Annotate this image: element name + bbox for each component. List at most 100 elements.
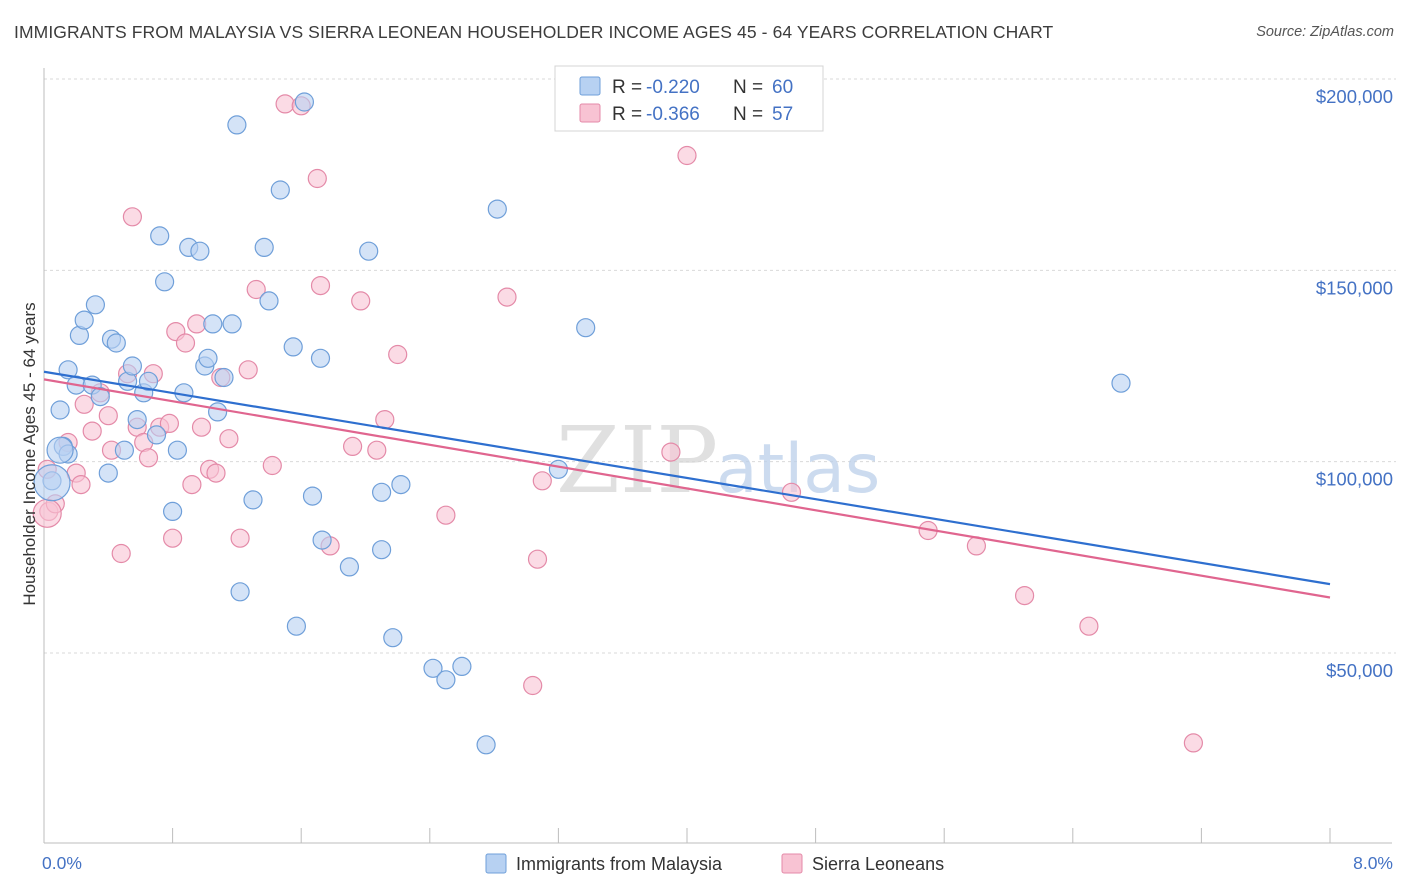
malaysia-point-7 <box>74 310 94 330</box>
sierra-point-42 <box>388 344 408 365</box>
sierra-point-4 <box>71 475 91 495</box>
y-axis-label: Householder Income Ages 45 - 64 years <box>20 302 39 605</box>
malaysia-point-49 <box>372 482 392 502</box>
sierra-point-35 <box>307 168 327 189</box>
sierra-point-36 <box>310 276 331 296</box>
malaysia-cluster-point-2 <box>46 436 74 464</box>
sierra-point-46 <box>527 549 548 569</box>
sierra-point-40 <box>367 440 387 460</box>
y-tick-label-2: $150,000 <box>1316 277 1393 298</box>
sierra-point-12 <box>122 207 142 227</box>
malaysia-trend-line <box>43 370 1331 586</box>
sierra-point-28 <box>219 429 239 449</box>
sierra-point-10 <box>111 543 131 564</box>
malaysia-point-44 <box>310 348 331 368</box>
watermark: ZIP atlas <box>556 407 880 514</box>
y-tick-labels: $50,000 $100,000 $150,000 $200,000 <box>1316 86 1393 681</box>
legend-r-value-1: -0.220 <box>646 77 700 98</box>
sierra-point-55 <box>1183 733 1204 753</box>
sierra-point-30 <box>238 360 258 380</box>
sierra-point-54 <box>1079 616 1099 636</box>
malaysia-point-45 <box>312 530 332 550</box>
legend: R = -0.220 N = 60 R = -0.366 N = 57 <box>554 65 824 132</box>
malaysia-point-59 <box>1111 373 1131 393</box>
legend-r-label-1: R = <box>612 77 642 98</box>
malaysia-point-1 <box>50 400 70 420</box>
sierra-point-21 <box>175 333 196 353</box>
malaysia-point-23 <box>163 501 183 521</box>
malaysia-point-51 <box>391 475 411 495</box>
malaysia-point-10 <box>90 387 110 407</box>
malaysia-point-34 <box>227 115 247 135</box>
malaysia-point-46 <box>339 557 359 577</box>
malaysia-point-31 <box>208 402 228 422</box>
sierra-point-50 <box>781 482 802 502</box>
malaysia-point-13 <box>106 333 126 353</box>
malaysia-point-19 <box>138 371 159 391</box>
series-immigrants-from-malaysia <box>33 92 1131 755</box>
x-tick-label-right: 8.0% <box>1353 853 1393 873</box>
sierra-point-45 <box>523 675 543 696</box>
malaysia-point-27 <box>190 241 210 261</box>
malaysia-point-11 <box>98 463 118 483</box>
legend-n-label-1: N = <box>733 77 763 98</box>
malaysia-point-58 <box>576 318 596 338</box>
malaysia-point-47 <box>359 241 379 261</box>
bottom-legend-label-sierra: Sierra Leoneans <box>812 854 944 874</box>
sierra-point-19 <box>163 528 183 548</box>
sierra-point-24 <box>191 417 212 437</box>
malaysia-point-53 <box>436 670 456 690</box>
malaysia-point-21 <box>150 226 170 246</box>
legend-r-label-2: R = <box>612 104 642 125</box>
bottom-legend: Immigrants from Malaysia Sierra Leoneans <box>485 853 944 874</box>
bottom-legend-swatch-sierra <box>781 853 803 874</box>
sierra-point-33 <box>275 94 295 114</box>
sierra-point-53 <box>1014 585 1035 606</box>
sierra-point-31 <box>246 279 266 300</box>
sierra-point-38 <box>343 436 363 456</box>
y-tick-label-0: $50,000 <box>1326 660 1393 681</box>
legend-n-value-2: 57 <box>772 104 793 125</box>
trend-lines <box>43 370 1331 599</box>
sierra-point-5 <box>74 394 94 414</box>
y-tick-label-3: $200,000 <box>1316 86 1393 107</box>
bottom-legend-swatch-malaysia <box>485 853 507 874</box>
malaysia-point-55 <box>476 735 496 755</box>
sierra-point-44 <box>497 287 517 307</box>
malaysia-point-39 <box>270 180 290 200</box>
sierra-point-15 <box>138 448 159 468</box>
malaysia-point-36 <box>243 490 263 510</box>
sierra-point-49 <box>677 145 697 166</box>
malaysia-point-22 <box>155 272 175 292</box>
sierra-point-43 <box>436 505 456 525</box>
sierra-point-18 <box>159 413 179 433</box>
malaysia-point-17 <box>127 410 147 430</box>
malaysia-point-32 <box>214 367 234 388</box>
malaysia-point-43 <box>302 486 323 506</box>
sierra-point-48 <box>661 442 681 462</box>
malaysia-point-30 <box>203 314 223 334</box>
malaysia-point-57 <box>548 459 569 479</box>
malaysia-point-24 <box>167 440 187 460</box>
legend-n-value-1: 60 <box>772 77 793 98</box>
sierra-point-32 <box>262 455 282 476</box>
malaysia-point-38 <box>259 291 279 311</box>
malaysia-point-40 <box>283 337 303 357</box>
sierra-point-47 <box>532 471 552 491</box>
sierra-point-6 <box>82 421 102 441</box>
malaysia-point-52 <box>423 658 443 678</box>
malaysia-point-20 <box>146 425 167 445</box>
malaysia-point-9 <box>85 295 106 315</box>
chart-source: Source: ZipAtlas.com <box>1256 24 1394 40</box>
sierra-trend-line <box>43 378 1331 599</box>
malaysia-point-37 <box>254 237 274 257</box>
legend-r-value-2: -0.366 <box>646 104 700 125</box>
malaysia-point-48 <box>372 540 392 560</box>
sierra-point-39 <box>351 291 371 311</box>
y-tick-label-1: $100,000 <box>1316 469 1393 490</box>
x-tick-label-left: 0.0% <box>42 853 82 873</box>
sierra-point-29 <box>230 528 250 548</box>
bottom-legend-label-malaysia: Immigrants from Malaysia <box>516 854 723 874</box>
malaysia-point-35 <box>230 582 250 602</box>
